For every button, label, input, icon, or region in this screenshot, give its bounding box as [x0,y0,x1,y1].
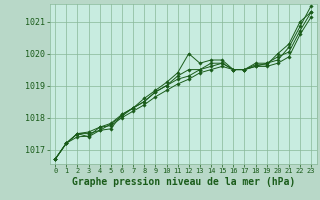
X-axis label: Graphe pression niveau de la mer (hPa): Graphe pression niveau de la mer (hPa) [72,177,295,187]
